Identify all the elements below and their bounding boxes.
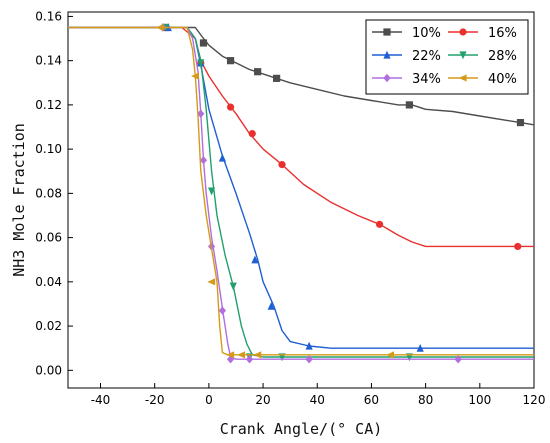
legend-marker <box>383 28 391 36</box>
x-axis-ticks: -40 -20 0 20 40 60 80 100 120 <box>91 383 546 407</box>
data-point <box>218 153 227 162</box>
legend-item: 16% <box>448 26 517 41</box>
legend-label: 40% <box>488 72 517 87</box>
data-point <box>375 220 384 228</box>
y-tick-label: 0.08 <box>35 186 62 200</box>
legend-marker <box>459 28 467 36</box>
x-tick-label: 20 <box>255 393 270 407</box>
data-point <box>454 355 462 364</box>
x-tick-label: 60 <box>364 393 379 407</box>
legend-item: 28% <box>448 49 517 64</box>
series-line <box>68 26 534 360</box>
data-point <box>516 118 525 127</box>
data-point <box>226 103 235 111</box>
legend-label: 10% <box>412 26 441 41</box>
data-point <box>218 306 227 315</box>
legend-marker <box>383 50 391 59</box>
y-tick-label: 0.14 <box>35 54 62 68</box>
data-point <box>237 351 245 359</box>
legend-item: 10% <box>372 26 441 41</box>
data-point <box>207 278 216 286</box>
data-point <box>197 109 205 118</box>
data-point <box>251 255 259 264</box>
legend-item: 34% <box>372 72 441 87</box>
y-tick-label: 0.04 <box>35 275 62 289</box>
x-tick-label: 120 <box>523 393 546 407</box>
data-point <box>254 68 262 76</box>
x-tick-label: 0 <box>205 393 213 407</box>
y-tick-label: 0.12 <box>35 98 62 112</box>
data-point <box>386 351 395 359</box>
x-tick-label: -20 <box>145 393 165 407</box>
data-point <box>245 355 254 364</box>
data-point <box>155 23 164 32</box>
x-tick-label: -40 <box>91 393 111 407</box>
x-tick-label: 80 <box>418 393 433 407</box>
data-point <box>197 59 205 68</box>
legend-label: 16% <box>488 26 517 41</box>
data-point <box>226 57 235 65</box>
legend-label: 22% <box>412 49 441 64</box>
legend-marker <box>383 73 391 83</box>
series-40pct <box>68 23 534 359</box>
legend-label: 34% <box>412 72 441 87</box>
y-axis-title: NH3 Mole Fraction <box>10 123 28 277</box>
y-tick-label: 0.02 <box>35 319 62 333</box>
y-tick-label: 0.00 <box>35 363 62 377</box>
x-tick-label: 100 <box>468 393 491 407</box>
data-point <box>405 101 413 109</box>
data-point <box>248 130 256 138</box>
data-point <box>199 39 208 47</box>
data-point <box>278 161 286 169</box>
x-tick-label: 40 <box>310 393 325 407</box>
data-point <box>207 187 216 196</box>
series-line <box>68 26 535 126</box>
data-point <box>229 282 237 291</box>
data-point <box>514 242 522 251</box>
data-point <box>199 155 208 165</box>
series-layer <box>68 23 535 364</box>
data-point <box>305 355 313 364</box>
y-tick-label: 0.10 <box>35 142 62 156</box>
legend: 10% 16% 22% 28% 34% 40% <box>365 19 529 95</box>
x-axis-title: Crank Angle/(° CA) <box>220 420 383 438</box>
legend-marker <box>459 51 467 60</box>
data-point <box>416 343 424 352</box>
data-point <box>267 301 275 310</box>
data-point <box>226 351 235 359</box>
data-point <box>253 351 262 359</box>
legend-item: 40% <box>448 72 517 87</box>
legend-marker <box>458 74 467 82</box>
data-point <box>273 74 281 82</box>
legend-label: 28% <box>488 49 517 64</box>
y-tick-label: 0.16 <box>35 9 62 23</box>
y-tick-label: 0.06 <box>35 231 62 245</box>
data-point <box>305 341 313 350</box>
y-axis-ticks: 0.00 0.02 0.04 0.06 0.08 0.10 0.12 0.14 0.16 <box>35 9 73 377</box>
legend-item: 22% <box>372 49 441 64</box>
data-point <box>191 72 199 80</box>
